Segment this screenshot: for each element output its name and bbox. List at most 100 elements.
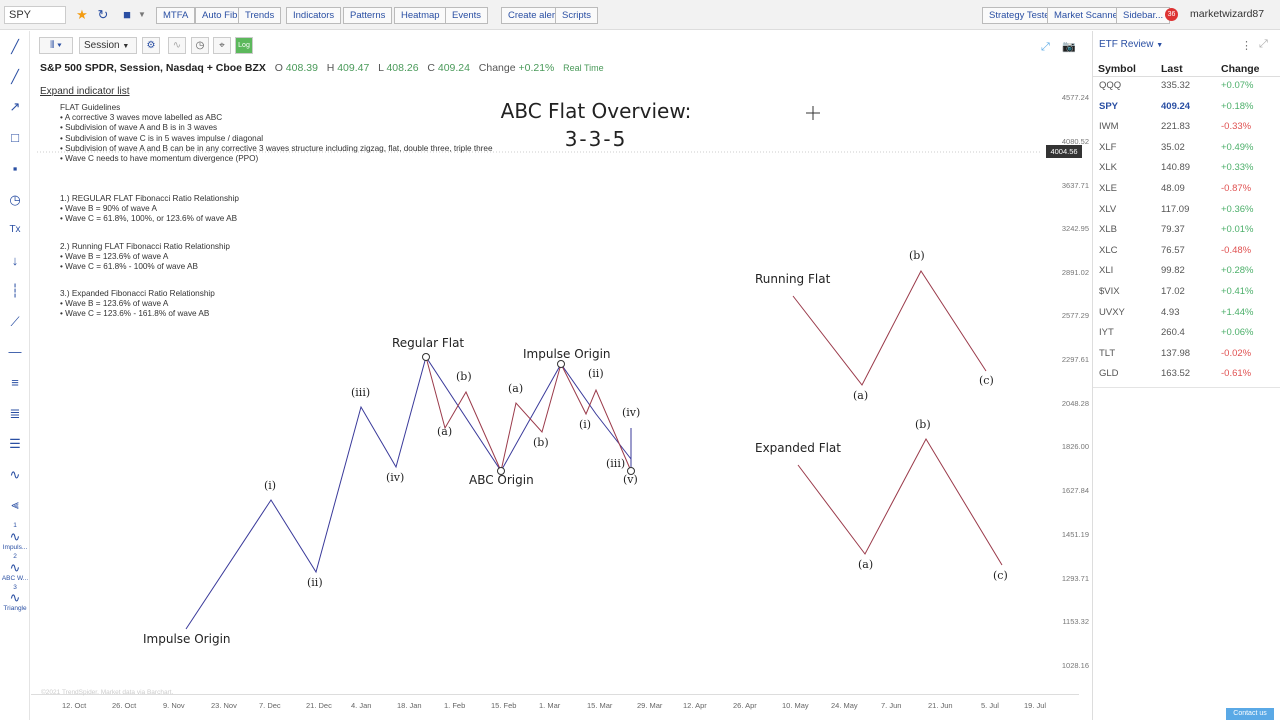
zigzag-icon[interactable]: ∿: [9, 467, 21, 482]
triangle-wave-label[interactable]: Triangle: [3, 605, 27, 612]
events-button[interactable]: Events: [445, 7, 489, 24]
sub-wave-label-v[interactable]: (v): [623, 473, 638, 486]
watchlist-row[interactable]: XLB 79.37 +0.01%: [1093, 220, 1280, 241]
fullscreen-icon[interactable]: ⤢: [1041, 41, 1050, 53]
expand-indicator-list-link[interactable]: Expand indicator list: [40, 86, 130, 97]
running-flat-label[interactable]: Running Flat: [755, 272, 831, 286]
ray-icon[interactable]: ╱: [11, 69, 19, 84]
row-symbol: XLV: [1099, 203, 1117, 215]
column-header-change[interactable]: Change: [1221, 63, 1260, 75]
watchlist-row[interactable]: XLI 99.82 +0.28%: [1093, 261, 1280, 282]
measure-icon[interactable]: ⟋: [10, 314, 20, 329]
fib-retracement-icon[interactable]: ≡: [11, 375, 19, 390]
vertical-line-icon[interactable]: ┆: [11, 283, 19, 298]
abc-wave-icon[interactable]: ∿: [9, 560, 21, 575]
interval-dropdown[interactable]: Session ▼: [79, 37, 137, 54]
camera-icon[interactable]: 📷: [1062, 41, 1076, 53]
trends-button[interactable]: Trends: [238, 7, 282, 24]
abc-label-a[interactable]: (a): [508, 382, 524, 395]
contact-us-button[interactable]: Contact us: [1226, 708, 1274, 720]
mtfa-button[interactable]: MTFA: [156, 7, 196, 24]
sidebar-button[interactable]: Sidebar...: [1116, 7, 1171, 24]
notification-badge[interactable]: 36: [1165, 8, 1178, 21]
wave-label-i[interactable]: (i): [264, 479, 277, 492]
expanded-label-b[interactable]: (b): [915, 418, 931, 431]
row-symbol: QQQ: [1099, 80, 1122, 91]
indicators-button[interactable]: Indicators: [286, 7, 342, 24]
fib-extension-icon[interactable]: ≣: [9, 406, 21, 421]
running-label-c[interactable]: (c): [979, 374, 994, 387]
wave-label-iv[interactable]: (iv): [386, 471, 405, 484]
watchlist-row[interactable]: XLC 76.57 -0.48%: [1093, 241, 1280, 262]
settings-gear-icon[interactable]: ⚙: [142, 37, 160, 54]
impulse-origin-label[interactable]: Impulse Origin: [143, 632, 231, 646]
trendline-icon[interactable]: ╱: [11, 39, 19, 54]
running-label-b[interactable]: (b): [909, 249, 925, 262]
watchlist-row[interactable]: XLF 35.02 +0.49%: [1093, 138, 1280, 159]
heatmap-button[interactable]: Heatmap: [394, 7, 447, 24]
row-last: 137.98: [1161, 347, 1191, 359]
watchlist-row[interactable]: $VIX 17.02 +0.41%: [1093, 282, 1280, 303]
username[interactable]: marketwizard87: [1190, 8, 1265, 20]
row-symbol: XLC: [1099, 244, 1118, 256]
scripts-button[interactable]: Scripts: [555, 7, 599, 24]
running-label-a[interactable]: (a): [853, 389, 869, 402]
sub-wave-label-iv[interactable]: (iv): [622, 406, 641, 419]
expand-panel-icon[interactable]: ⤢: [1259, 38, 1268, 50]
watchlist-row[interactable]: QQQ 335.32 +0.07%: [1093, 76, 1280, 97]
abc-origin-label[interactable]: ABC Origin: [469, 473, 534, 487]
arrow-line-icon[interactable]: ↗: [9, 99, 21, 114]
circle-icon[interactable]: ◷: [9, 192, 21, 207]
patterns-button[interactable]: Patterns: [343, 7, 393, 24]
watchlist-row[interactable]: TLT 137.98 -0.02%: [1093, 344, 1280, 365]
chart-type-icon[interactable]: ■: [123, 7, 131, 22]
wave-label-ii[interactable]: (ii): [307, 576, 323, 589]
flat-label-a[interactable]: (a): [437, 425, 453, 438]
watchlist-row[interactable]: XLV 117.09 +0.36%: [1093, 200, 1280, 221]
column-header-symbol[interactable]: Symbol: [1098, 63, 1136, 75]
more-menu-icon[interactable]: ⋮: [1241, 40, 1252, 52]
regular-flat-label[interactable]: Regular Flat: [392, 336, 465, 350]
watchlist-row[interactable]: IWM 221.83 -0.33%: [1093, 117, 1280, 138]
column-header-last[interactable]: Last: [1161, 63, 1183, 75]
expanded-label-c[interactable]: (c): [993, 569, 1008, 582]
symbol-input[interactable]: SPY: [4, 6, 66, 24]
arrow-down-icon[interactable]: ↓: [11, 253, 19, 268]
compare-icon[interactable]: ∿: [168, 37, 186, 54]
watchlist-row[interactable]: XLE 48.09 -0.87%: [1093, 179, 1280, 200]
impulse-wave-label[interactable]: Impuls...: [2, 544, 28, 551]
watchlist-row[interactable]: XLK 140.89 +0.33%: [1093, 158, 1280, 179]
chevron-down-icon[interactable]: ▼: [138, 10, 146, 19]
crosshair-icon[interactable]: ⌖: [213, 37, 231, 54]
sub-wave-label-ii[interactable]: (ii): [588, 367, 604, 380]
abc-label-b[interactable]: (b): [533, 436, 549, 449]
clock-icon[interactable]: ◷: [191, 37, 209, 54]
chart-area[interactable]: ⫴ ▾ Session ▼ ⚙ ∿ ◷ ⌖ Log ⤢ 📷 S&P 500 SP…: [31, 31, 1089, 720]
expanded-label-a[interactable]: (a): [858, 558, 874, 571]
watchlist-row[interactable]: GLD 163.52 -0.61%: [1093, 364, 1280, 385]
watchlist-row[interactable]: IYT 260.4 +0.06%: [1093, 323, 1280, 344]
refresh-icon[interactable]: ↻: [97, 7, 109, 22]
wave-label-iii[interactable]: (iii): [351, 386, 371, 399]
sub-wave-label-iii[interactable]: (iii): [606, 457, 626, 470]
impulse-wave-icon[interactable]: ∿: [9, 529, 21, 544]
horizontal-line-icon[interactable]: —: [8, 344, 22, 359]
abc-wave-label[interactable]: ABC W...: [1, 575, 29, 582]
text-icon[interactable]: Tx: [9, 224, 21, 235]
channel-icon[interactable]: ☰: [9, 436, 21, 451]
star-icon[interactable]: ★: [76, 7, 88, 22]
expanded-flat-label[interactable]: Expanded Flat: [755, 441, 841, 455]
log-scale-toggle[interactable]: Log: [235, 37, 253, 54]
gann-fan-icon[interactable]: ⫷: [11, 497, 19, 512]
layout-dropdown[interactable]: ⫴ ▾: [39, 37, 73, 54]
watchlist-row[interactable]: UVXY 4.93 +1.44%: [1093, 303, 1280, 324]
fill-rectangle-icon[interactable]: ▪: [12, 161, 18, 176]
triangle-wave-icon[interactable]: ∿: [9, 590, 21, 605]
auto-fib-button[interactable]: Auto Fib: [195, 7, 245, 24]
impulse-origin-label-2[interactable]: Impulse Origin: [523, 347, 611, 361]
flat-label-b[interactable]: (b): [456, 370, 472, 383]
sub-wave-label-i[interactable]: (i): [579, 418, 592, 431]
watchlist-dropdown[interactable]: ETF Review ▼: [1099, 39, 1163, 50]
watchlist-row[interactable]: SPY 409.24 +0.18%: [1093, 97, 1280, 118]
rectangle-icon[interactable]: □: [11, 130, 19, 145]
